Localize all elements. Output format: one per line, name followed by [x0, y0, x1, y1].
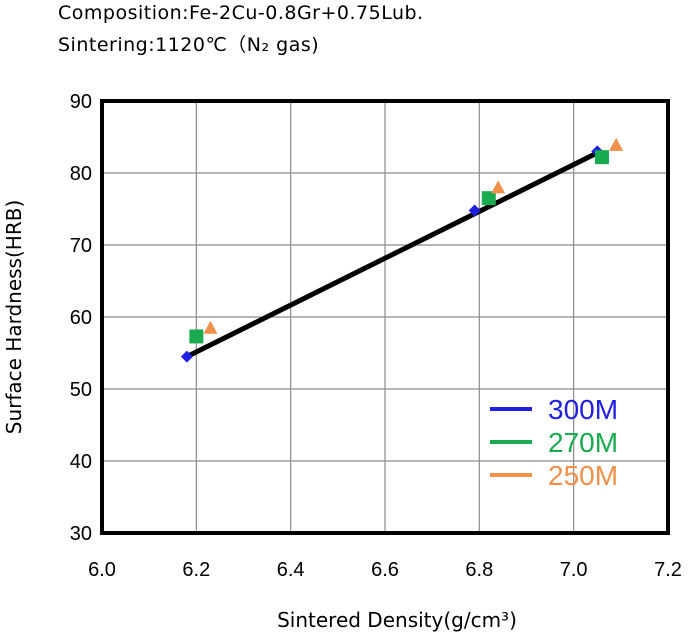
chart-subtitle-composition: Composition:Fe-2Cu-0.8Gr+0.75Lub.: [58, 2, 424, 24]
x-tick-label: 7.0: [560, 559, 588, 581]
y-tick-label: 70: [70, 235, 92, 257]
grid-lines: [102, 101, 668, 533]
data-point-300M: [180, 350, 193, 363]
legend-label: 300M: [548, 394, 618, 425]
y-axis-title: Surface Hardness(HRB): [2, 200, 26, 435]
x-tick-label: 6.4: [277, 559, 305, 581]
data-point-250M: [491, 180, 506, 194]
y-tick-label: 90: [70, 91, 92, 113]
chart-subtitle-sintering: Sintering:1120℃（N₂ gas): [58, 34, 320, 56]
legend-label: 250M: [548, 460, 618, 491]
x-tick-label: 6.6: [371, 559, 399, 581]
data-point-270M: [481, 191, 496, 206]
data-points: [180, 137, 624, 363]
x-tick-label: 6.0: [88, 559, 116, 581]
x-tick-label: 6.8: [465, 559, 493, 581]
data-point-250M: [609, 137, 624, 151]
x-tick-labels: 6.0 6.2 6.4 6.6 6.8 7.0 7.2: [88, 559, 682, 581]
data-point-250M: [203, 320, 218, 334]
trendline: [184, 150, 600, 360]
y-tick-label: 40: [70, 451, 92, 473]
x-tick-label: 7.2: [654, 559, 682, 581]
x-tick-label: 6.2: [182, 559, 210, 581]
trendline-group: [184, 150, 600, 360]
data-point-270M: [189, 329, 204, 344]
y-tick-label: 80: [70, 163, 92, 185]
y-tick-label: 60: [70, 307, 92, 329]
y-tick-label: 50: [70, 379, 92, 401]
data-point-300M: [468, 204, 481, 217]
plot-frame: [100, 99, 670, 535]
x-axis-title: Sintered Density(g/cm³): [277, 608, 517, 632]
data-point-270M: [594, 150, 609, 165]
legend-label: 270M: [548, 427, 618, 458]
y-tick-label: 30: [70, 523, 92, 545]
y-tick-labels: 30 40 50 60 70 80 90: [70, 91, 92, 545]
